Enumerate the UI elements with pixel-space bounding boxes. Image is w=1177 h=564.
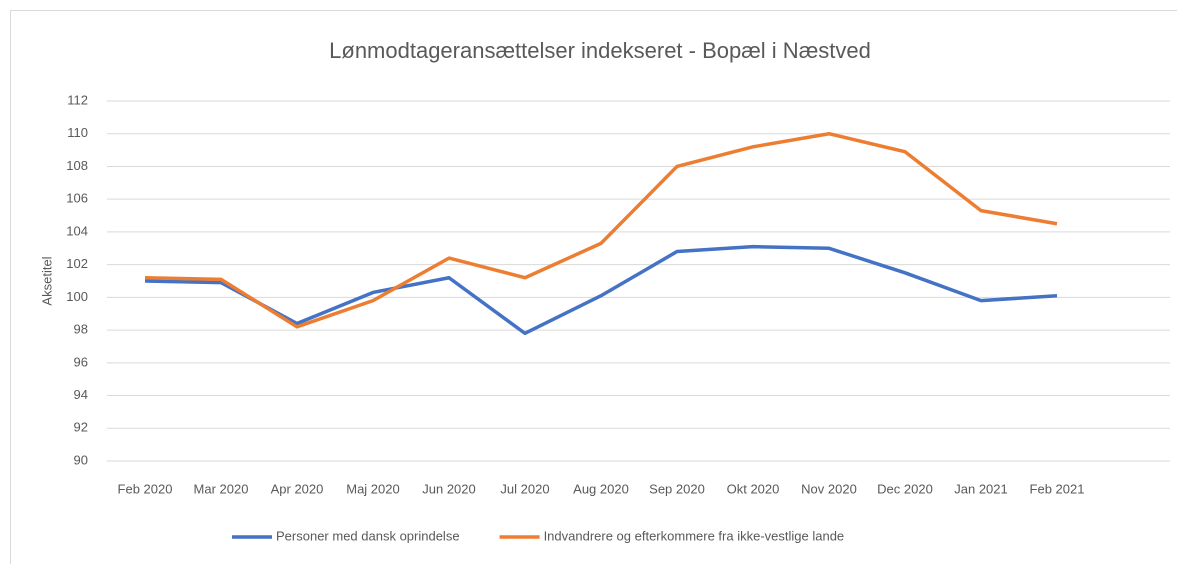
- x-tick-label: Nov 2020: [801, 481, 857, 496]
- y-tick-label: 106: [66, 191, 88, 206]
- y-tick-label: 108: [66, 158, 88, 173]
- x-tick-label: Maj 2020: [346, 481, 399, 496]
- x-tick-label: Okt 2020: [727, 481, 780, 496]
- y-tick-label: 102: [66, 256, 88, 271]
- y-tick-label: 90: [74, 452, 88, 467]
- y-tick-label: 96: [74, 354, 88, 369]
- legend-label: Indvandrere og efterkommere fra ikke-ves…: [544, 528, 845, 543]
- y-tick-label: 112: [67, 92, 88, 107]
- x-tick-label: Aug 2020: [573, 481, 629, 496]
- y-tick-label: 100: [66, 289, 88, 304]
- y-tick-label: 92: [74, 420, 88, 435]
- line-series: [144, 131, 1058, 329]
- y-tick-label: 104: [66, 223, 88, 238]
- x-tick-label: Jun 2020: [422, 481, 476, 496]
- chart-frame: [10, 10, 1177, 564]
- y-tick-label: 98: [74, 322, 88, 337]
- x-tick-label: Dec 2020: [877, 481, 933, 496]
- x-tick-label: Apr 2020: [271, 481, 324, 496]
- x-tick-label: Jan 2021: [954, 481, 1008, 496]
- legend-label: Personer med dansk oprindelse: [276, 528, 460, 543]
- chart-title: Lønmodtageransættelser indekseret - Bopæ…: [329, 38, 871, 63]
- x-tick-label: Feb 2020: [118, 481, 173, 496]
- line-series: [144, 244, 1058, 336]
- x-tick-label: Feb 2021: [1030, 481, 1085, 496]
- y-axis-label: Aksetitel: [39, 256, 54, 305]
- x-tick-label: Jul 2020: [500, 481, 549, 496]
- x-tick-label: Sep 2020: [649, 481, 705, 496]
- y-tick-label: 110: [67, 125, 88, 140]
- y-tick-label: 94: [74, 387, 88, 402]
- x-tick-label: Mar 2020: [194, 481, 249, 496]
